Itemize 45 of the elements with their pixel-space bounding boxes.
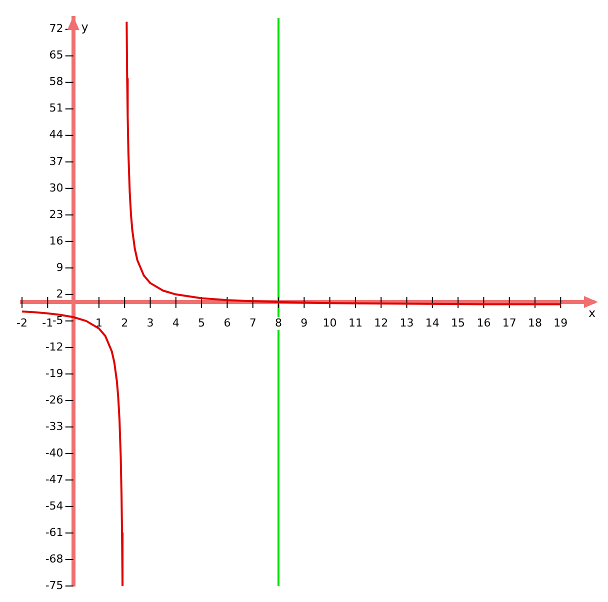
y-tick-label: 51 [49, 102, 64, 115]
y-tick-label: 37 [49, 154, 64, 168]
y-tick-label: -19 [45, 366, 64, 380]
y-tick-label: -40 [45, 446, 64, 460]
x-tick-label: -2 [16, 316, 28, 330]
y-tick-label: -5 [52, 314, 64, 327]
x-tick-label: 15 [451, 316, 466, 330]
y-tick-label: 2 [56, 287, 64, 300]
y-tick-label: -61 [45, 526, 64, 539]
x-tick-label: -1 [42, 316, 54, 330]
y-tick-label: 44 [49, 128, 64, 142]
y-tick-label: 9 [56, 260, 64, 274]
x-tick-label: 19 [554, 316, 568, 330]
x-tick-label: 9 [300, 316, 308, 330]
x-tick-label: 4 [172, 316, 180, 330]
y-tick-label: 72 [49, 22, 64, 36]
x-tick-label: 14 [425, 316, 440, 330]
x-tick-label: 3 [146, 316, 154, 330]
x-axis-title: x [588, 306, 596, 320]
y-tick-label: 65 [49, 48, 64, 62]
x-tick-label: 10 [322, 316, 337, 330]
x-tick-label: 2 [121, 316, 128, 330]
y-tick-label: -75 [45, 578, 64, 592]
y-tick-label: -54 [45, 499, 64, 512]
x-tick-label: 11 [348, 316, 362, 330]
y-tick-label: -26 [45, 393, 64, 406]
x-tick-label: 1 [95, 316, 102, 330]
y-tick-label: 30 [49, 181, 64, 194]
y-tick-label: -47 [45, 472, 64, 486]
x-tick-label: 17 [502, 316, 516, 330]
y-tick-label: 58 [49, 75, 64, 88]
y-tick-label: -12 [45, 340, 64, 354]
y-tick-label: 16 [49, 234, 64, 248]
x-tick-label: 6 [224, 316, 231, 330]
x-tick-label: 5 [198, 316, 206, 330]
x-tick-label: 16 [476, 316, 491, 330]
x-tick-label: 13 [400, 316, 414, 330]
y-tick-label: -33 [45, 420, 64, 433]
x-tick-label: 7 [249, 316, 256, 330]
x-tick-label: 8 [275, 316, 282, 330]
y-tick-label: -68 [45, 552, 64, 566]
y-tick-label: 23 [49, 208, 64, 221]
x-tick-label: 18 [528, 316, 542, 330]
y-axis-title: y [81, 20, 88, 34]
x-tick-label: 12 [374, 316, 388, 330]
